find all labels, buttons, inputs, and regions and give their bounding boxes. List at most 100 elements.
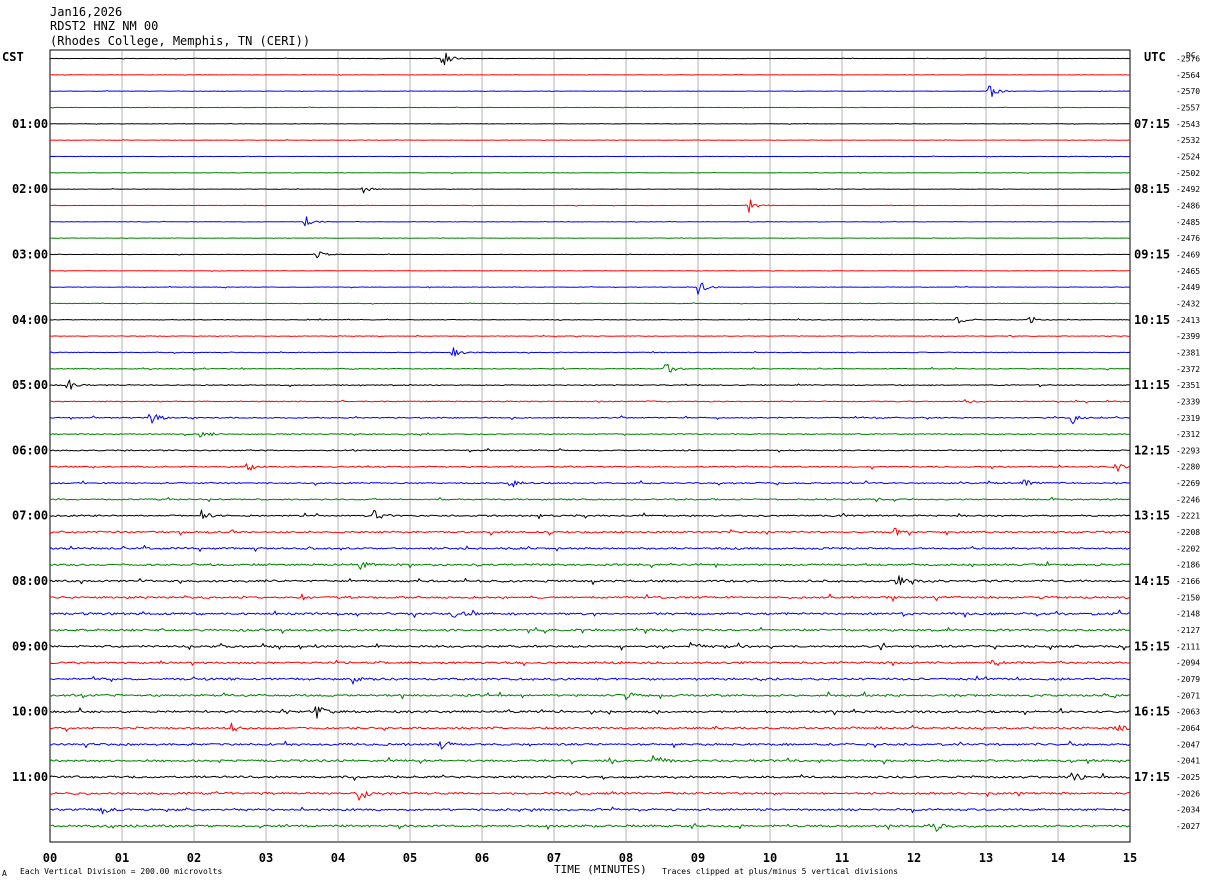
dc-offset-label: -2312 [1176, 430, 1200, 439]
dc-offset-label: -2127 [1176, 626, 1200, 635]
seismic-trace [49, 626, 1131, 634]
seismic-trace [49, 706, 1131, 719]
dc-offset-label: -2034 [1176, 806, 1200, 815]
cst-hour-label: 11:00 [12, 770, 48, 784]
utc-hour-label: 17:15 [1134, 770, 1170, 784]
seismic-trace [49, 363, 1131, 373]
x-tick-label: 15 [1123, 851, 1137, 865]
dc-offset-label: -2111 [1176, 642, 1200, 651]
seismic-trace [49, 334, 1131, 338]
dc-offset-label: -2246 [1176, 495, 1200, 504]
x-tick-label: 07 [547, 851, 561, 865]
dc-offset-label: -2041 [1176, 757, 1200, 766]
dc-offset-label: -2027 [1176, 822, 1200, 831]
seismic-trace [49, 52, 1131, 66]
dc-offset-label: -2150 [1176, 593, 1200, 602]
seismic-trace [49, 171, 1131, 174]
seismic-trace [49, 216, 1131, 227]
seismic-trace [49, 431, 1131, 438]
seismic-trace [50, 269, 1131, 272]
dc-offset-label: -2465 [1176, 267, 1200, 276]
x-tick-label: 06 [475, 851, 489, 865]
plot-frame [49, 49, 1131, 843]
dc-offset-label: -2432 [1176, 299, 1200, 308]
x-axis-label: TIME (MINUTES) [554, 863, 647, 876]
dc-offset-label: -2372 [1176, 365, 1200, 374]
dc-offset-label: -2449 [1176, 283, 1200, 292]
corner-mark: A [2, 869, 7, 878]
utc-hour-label: 12:15 [1134, 443, 1170, 457]
location-label: (Rhodes College, Memphis, TN (CERI)) [50, 34, 310, 48]
utc-hour-label: 08:15 [1134, 182, 1170, 196]
dc-offset-label: -2293 [1176, 446, 1200, 455]
right-timezone-label: UTC [1144, 50, 1166, 64]
dc-offset-label: -2492 [1176, 185, 1200, 194]
seismic-trace [49, 790, 1131, 801]
cst-hour-label: 06:00 [12, 443, 48, 457]
dc-offset-label: -2202 [1176, 544, 1200, 553]
seismic-trace [49, 479, 1131, 488]
station-label: RDST2 HNZ NM 00 [50, 19, 158, 33]
clip-note: Traces clipped at plus/minus 5 vertical … [662, 867, 898, 876]
cst-hour-label: 04:00 [12, 313, 48, 327]
seismic-trace [49, 448, 1131, 453]
seismic-trace [49, 509, 1131, 520]
x-tick-label: 11 [835, 851, 849, 865]
utc-hour-label: 14:15 [1134, 574, 1170, 588]
seismic-trace [49, 106, 1131, 109]
dc-offset-label: -2208 [1176, 528, 1200, 537]
seismic-trace [49, 772, 1131, 781]
seismic-trace [49, 463, 1131, 472]
x-tick-label: 09 [691, 851, 705, 865]
cst-hour-label: 10:00 [12, 705, 48, 719]
utc-hour-labels: 07:15 08:15 09:15 10:15 11:15 12:15 13:15 14:15… [1134, 117, 1170, 784]
x-tick-label: 14 [1051, 851, 1065, 865]
seismic-trace [49, 85, 1131, 98]
cst-hour-labels: 01:00 02:00 03:00 04:00 05:00 06:00 07:00 08:00… [12, 117, 48, 784]
seismic-trace [49, 251, 1131, 259]
dc-offset-label: -2269 [1176, 479, 1200, 488]
dc-offset-label: -2486 [1176, 201, 1200, 210]
utc-hour-label: 10:15 [1134, 313, 1170, 327]
seismic-trace [49, 316, 1131, 324]
dc-offset-label: -2339 [1176, 397, 1200, 406]
dc-offset-label: -2543 [1176, 120, 1200, 129]
utc-hour-label: 15:15 [1134, 639, 1170, 653]
seismic-trace [49, 544, 1131, 552]
seismic-trace [49, 675, 1131, 685]
dc-offset-label: -2570 [1176, 87, 1200, 96]
dc-offset-label: -2485 [1176, 218, 1200, 227]
seismic-trace [49, 609, 1131, 618]
trace-group [49, 52, 1131, 832]
x-tick-label: 04 [331, 851, 345, 865]
seismic-trace [49, 641, 1131, 651]
seismic-trace [49, 659, 1131, 667]
seismic-trace [49, 593, 1131, 602]
date-label: Jan16,2026 [50, 5, 122, 19]
dc-offset-label: -2079 [1176, 675, 1200, 684]
cst-hour-label: 08:00 [12, 574, 48, 588]
seismic-trace [49, 755, 1131, 765]
dc-offset-label: -2576 [1176, 55, 1200, 64]
seismic-trace [49, 122, 1131, 125]
seismic-trace [49, 740, 1131, 750]
seismic-trace [49, 496, 1131, 503]
seismic-trace [49, 187, 1131, 194]
dc-offset-label: -2148 [1176, 610, 1200, 619]
dc-offset-label: -2280 [1176, 463, 1200, 472]
seismic-trace [49, 691, 1131, 701]
seismic-trace [49, 282, 1131, 295]
x-tick-label: 12 [907, 851, 921, 865]
dc-offset-label: -2186 [1176, 561, 1200, 570]
x-tick-label: 00 [43, 851, 57, 865]
seismic-trace [49, 237, 1131, 240]
seismic-trace [49, 722, 1131, 732]
dc-offset-label: -2026 [1176, 789, 1200, 798]
cst-hour-label: 07:00 [12, 509, 48, 523]
seismic-trace [49, 527, 1131, 536]
x-tick-label: 01 [115, 851, 129, 865]
dc-offset-label: -2476 [1176, 234, 1200, 243]
x-tick-label: 03 [259, 851, 273, 865]
dc-offset-label: -2063 [1176, 708, 1200, 717]
utc-hour-label: 07:15 [1134, 117, 1170, 131]
